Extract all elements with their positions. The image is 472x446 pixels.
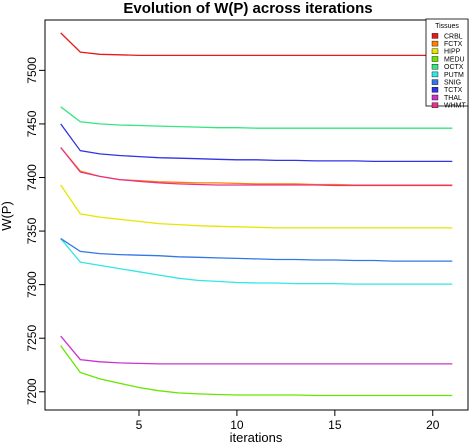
y-tick-label: 7200 — [25, 378, 39, 405]
series-line-medu — [60, 345, 453, 397]
legend-swatch — [431, 102, 439, 108]
x-axis: 5 10 15 20 — [136, 410, 440, 432]
legend-swatch — [431, 79, 439, 85]
y-tick-label: 7300 — [25, 271, 39, 298]
legend-label: TCTX — [444, 87, 463, 94]
legend: Tissues CRBLFCTXHIPPMEDUOCTXPUTMSNIGTCTX… — [425, 18, 469, 110]
series-lines — [60, 32, 453, 397]
series-line-hipp — [60, 184, 453, 229]
legend-swatch — [431, 56, 439, 62]
y-axis: 7200 7250 7300 7350 7400 7450 7500 — [25, 57, 45, 405]
series-line-octx — [60, 106, 453, 129]
y-tick-label: 7250 — [25, 325, 39, 352]
legend-label: WHMT — [444, 103, 466, 110]
series-line-crbl — [60, 32, 453, 57]
x-tick-label: 20 — [426, 418, 440, 432]
legend-swatch — [431, 40, 439, 47]
legend-label: FCTX — [444, 41, 463, 48]
series-line-snig — [60, 238, 453, 262]
plot-frame — [44, 19, 469, 411]
legend-title: Tissues — [435, 23, 459, 30]
legend-label: HIPP — [444, 49, 461, 56]
x-tick-label: 5 — [136, 418, 143, 432]
y-tick-label: 7400 — [25, 164, 39, 191]
y-tick-label: 7350 — [25, 217, 39, 244]
legend-swatch — [431, 94, 439, 101]
x-tick-label: 15 — [328, 418, 342, 432]
x-tick-label: 10 — [230, 418, 244, 432]
chart-title: Evolution of W(P) across iterations — [123, 0, 372, 17]
legend-swatch — [431, 48, 439, 54]
y-axis-label: W(P) — [0, 201, 14, 231]
series-line-putm — [60, 238, 453, 285]
legend-label: SNIG — [444, 80, 461, 87]
series-line-tctx — [60, 123, 453, 163]
series-line-thal — [60, 335, 453, 365]
legend-label: MEDU — [444, 56, 465, 63]
legend-swatch — [431, 33, 439, 39]
y-tick-label: 7450 — [25, 110, 39, 137]
legend-swatch — [431, 63, 439, 70]
legend-label: THAL — [444, 95, 462, 102]
legend-label: OCTX — [444, 64, 464, 71]
y-tick-label: 7500 — [25, 57, 39, 84]
series-line-whmt — [60, 147, 453, 187]
legend-label: PUTM — [444, 72, 464, 79]
legend-swatch — [431, 87, 439, 93]
legend-swatch — [431, 71, 439, 78]
legend-label: CRBL — [444, 33, 463, 40]
x-axis-label: iterations — [230, 430, 283, 445]
